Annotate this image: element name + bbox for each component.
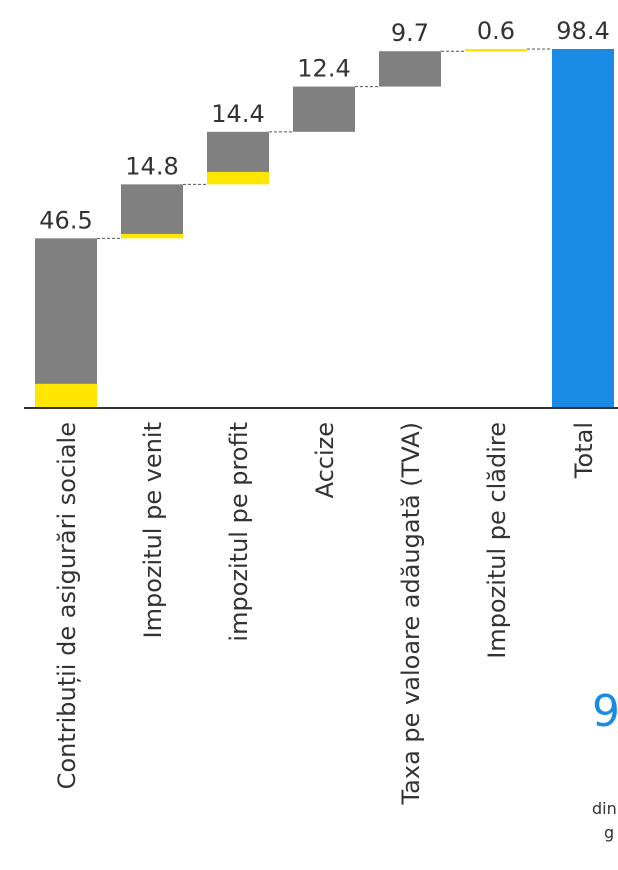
connectors-group bbox=[97, 48, 552, 239]
bar-contributii-de-asigurari-sociale-yellow bbox=[35, 383, 97, 408]
value-label-accize: 12.4 bbox=[297, 55, 350, 83]
category-label-impozitul-pe-venit: Impozitul pe venit bbox=[139, 422, 167, 638]
partial-caption-line-2: g bbox=[604, 823, 615, 842]
value-label-impozitul-pe-cladire: 0.6 bbox=[477, 17, 515, 45]
partial-caption-line-1: din bbox=[592, 799, 617, 818]
bar-impozitul-pe-cladire-yellow bbox=[465, 49, 527, 52]
category-label-contributii-de-asigurari-sociale: Contribuții de asigurări sociale bbox=[53, 422, 81, 789]
bar-impozitul-pe-venit-yellow bbox=[121, 233, 183, 239]
category-label-total: Total bbox=[570, 422, 598, 479]
category-label-impozitul-pe-profit: impozitul pe profit bbox=[225, 422, 253, 642]
partial-headline-number: 9 bbox=[592, 686, 618, 737]
bar-accize-grey bbox=[293, 86, 355, 132]
category-labels-group: Contribuții de asigurări sociale Impozitu… bbox=[53, 422, 598, 806]
value-label-taxa-pe-valoare-adaugata-tva: 9.7 bbox=[391, 19, 429, 47]
bar-impozitul-pe-profit-yellow bbox=[207, 171, 269, 185]
bar-taxa-pe-valoare-adaugata-tva-grey bbox=[379, 51, 441, 87]
value-label-impozitul-pe-venit: 14.8 bbox=[125, 152, 178, 180]
value-label-impozitul-pe-profit: 14.4 bbox=[211, 100, 264, 128]
category-label-taxa-pe-valoare-adaugata-tva: Taxa pe valoare adăugată (TVA) bbox=[397, 422, 425, 806]
bar-impozitul-pe-venit-grey bbox=[121, 184, 183, 234]
value-label-total: 98.4 bbox=[556, 17, 609, 45]
bar-contributii-de-asigurari-sociale-grey bbox=[35, 238, 97, 384]
category-label-accize: Accize bbox=[311, 422, 339, 498]
value-label-contributii-de-asigurari-sociale: 46.5 bbox=[39, 206, 92, 234]
value-labels-group: 46.5 14.8 14.4 12.4 9.7 0.6 98.4 bbox=[39, 17, 609, 234]
bars-group bbox=[35, 49, 614, 408]
category-label-impozitul-pe-cladire: Impozitul pe clădire bbox=[483, 422, 511, 659]
bar-impozitul-pe-profit-grey bbox=[207, 131, 269, 172]
bar-total bbox=[552, 49, 614, 408]
